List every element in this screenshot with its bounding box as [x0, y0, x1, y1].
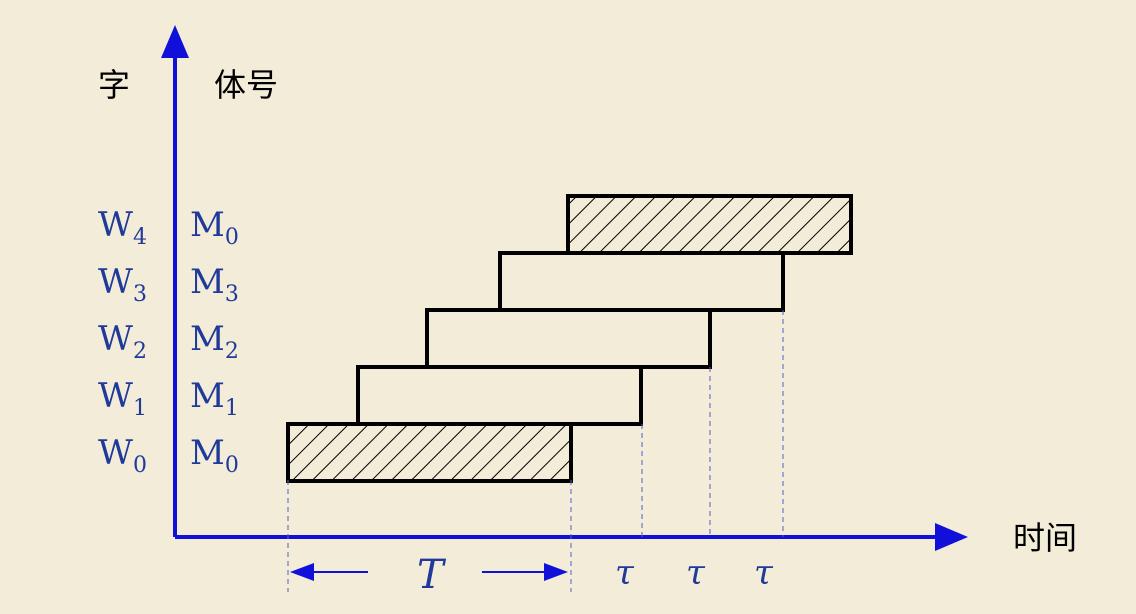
dashed-guides — [287, 310, 784, 592]
row-module-label: M0 — [190, 433, 239, 478]
row-labels: W0 M0 W1 M1 W2 M2 W3 M3 W4 M0 — [98, 205, 239, 478]
row-word-label: W3 — [98, 262, 147, 307]
y-axis-label-word: 字 — [98, 66, 130, 104]
timing-bars — [286, 194, 853, 483]
period-annotation: T — [290, 552, 568, 598]
row-module-label: M2 — [190, 319, 239, 364]
y-axis-arrowhead — [161, 25, 189, 58]
hatched-access-bar — [566, 194, 853, 255]
row-module-label: M1 — [190, 376, 239, 421]
row-word-label: W0 — [98, 433, 147, 478]
x-axis-label-time: 时间 — [1013, 519, 1077, 557]
tau-label-2: τ — [686, 553, 706, 593]
tau-label-1: τ — [615, 553, 635, 593]
access-bar — [498, 251, 785, 312]
x-axis-arrowhead — [935, 523, 968, 551]
row-word-label: W4 — [98, 205, 147, 250]
period-label: T — [417, 552, 447, 598]
tau-label-3: τ — [754, 553, 774, 593]
row-module-label: M0 — [190, 205, 239, 250]
row-word-label: W1 — [98, 376, 147, 421]
row-word-label: W2 — [98, 319, 147, 364]
y-axis-label-module: 体号 — [214, 66, 278, 104]
row-module-label: M3 — [190, 262, 239, 307]
hatched-access-bar — [286, 422, 573, 483]
access-bar — [425, 308, 712, 369]
access-bar — [356, 365, 643, 426]
period-arrow-right-head — [544, 563, 568, 581]
period-arrow-left-head — [290, 563, 314, 581]
